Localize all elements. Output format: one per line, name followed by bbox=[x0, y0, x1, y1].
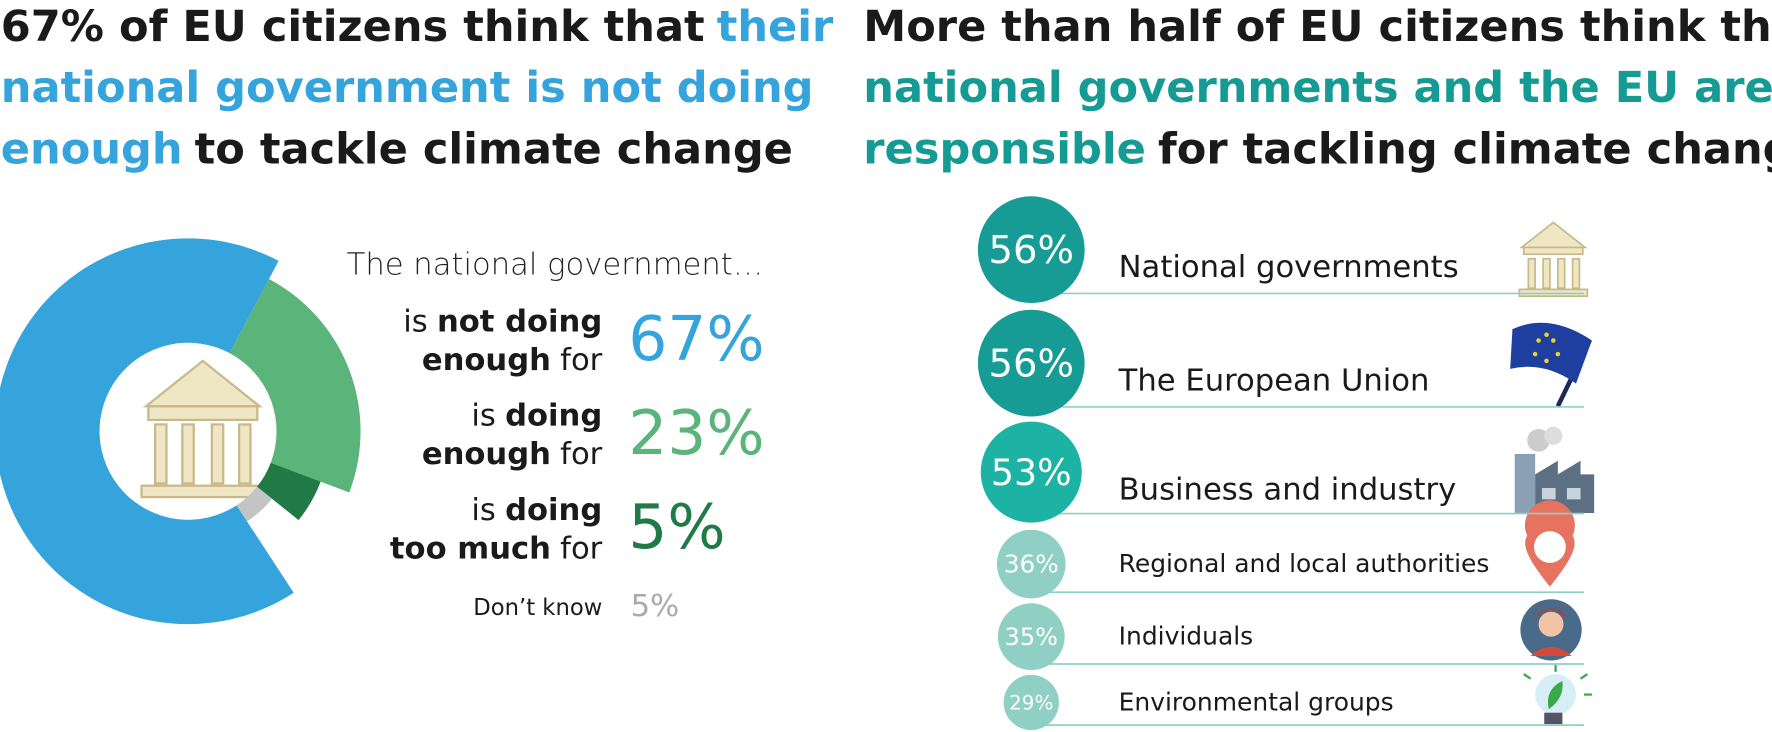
category-label: is doing bbox=[471, 493, 602, 528]
title-part: to tackle climate change bbox=[195, 124, 793, 174]
bubble bbox=[997, 603, 1065, 671]
value-label: 56% bbox=[989, 228, 1074, 273]
value-label: 5% bbox=[631, 589, 680, 624]
label-part: is bbox=[471, 493, 495, 528]
category-label: is not doing bbox=[403, 304, 602, 339]
label-part: doing bbox=[505, 493, 602, 528]
title-line: More than half of EU citizens think that bbox=[863, 2, 1772, 52]
bubble bbox=[977, 309, 1085, 417]
donut-segment bbox=[236, 486, 273, 522]
title-part: enough bbox=[1, 124, 183, 174]
title-part: for tackling climate change bbox=[1158, 124, 1772, 174]
category-label: Environmental groups bbox=[1119, 687, 1394, 716]
label-part: enough bbox=[422, 437, 551, 472]
value-label: 53% bbox=[991, 451, 1072, 494]
title-part: their bbox=[717, 2, 834, 52]
title-part: 67% of EU citizens think that bbox=[1, 2, 705, 52]
title-line: enough to tackle climate change bbox=[1, 124, 793, 174]
category-label: is doing bbox=[471, 399, 602, 434]
bubble bbox=[1003, 674, 1059, 731]
label-part: is bbox=[403, 304, 427, 339]
subtitle: The national government… bbox=[347, 248, 764, 283]
value-label: 67% bbox=[628, 304, 764, 375]
category-label: Individuals bbox=[1119, 622, 1254, 651]
value-label: 5% bbox=[628, 492, 725, 563]
category-label: The European Union bbox=[1118, 363, 1430, 398]
title-part: More than half of EU citizens think that bbox=[863, 2, 1772, 52]
bubble bbox=[977, 196, 1085, 304]
title-part: national government is not doing bbox=[1, 63, 814, 113]
building-icon bbox=[140, 359, 266, 499]
title-line: national government is not doing bbox=[1, 63, 814, 113]
value-label: 23% bbox=[628, 398, 764, 469]
donut-segment bbox=[257, 462, 321, 521]
label-part: for bbox=[560, 531, 603, 566]
label-part: too much bbox=[390, 531, 551, 566]
category-label: Regional and local authorities bbox=[1119, 549, 1490, 578]
label-part: for bbox=[560, 437, 603, 472]
title-part: responsible bbox=[863, 124, 1146, 174]
label-part: not doing bbox=[437, 304, 602, 339]
title-line: national governments and the EU are bbox=[863, 63, 1772, 113]
bubble bbox=[996, 529, 1066, 599]
category-label: Business and industry bbox=[1119, 472, 1457, 507]
value-label: 29% bbox=[1009, 691, 1053, 714]
title-line: responsible for tackling climate change bbox=[863, 124, 1772, 174]
title-part: national governments and the EU are bbox=[863, 63, 1772, 113]
category-label: enough for bbox=[422, 437, 603, 472]
category-label: National governments bbox=[1119, 250, 1459, 285]
category-label: too much for bbox=[390, 531, 603, 566]
category-label: enough for bbox=[422, 343, 603, 378]
category-label: Don’t know bbox=[473, 595, 602, 621]
label-part: enough bbox=[422, 343, 551, 378]
bubble bbox=[980, 421, 1082, 523]
donut-segment bbox=[0, 238, 294, 625]
title-line: 67% of EU citizens think that their bbox=[1, 2, 834, 52]
label-part: is bbox=[471, 399, 495, 434]
value-label: 35% bbox=[1005, 623, 1058, 651]
value-label: 36% bbox=[1004, 550, 1059, 579]
donut-segment bbox=[229, 278, 361, 493]
row-icons bbox=[1510, 221, 1595, 725]
label-part: doing bbox=[505, 399, 602, 434]
label-part: for bbox=[560, 343, 603, 378]
value-label: 56% bbox=[989, 342, 1074, 387]
